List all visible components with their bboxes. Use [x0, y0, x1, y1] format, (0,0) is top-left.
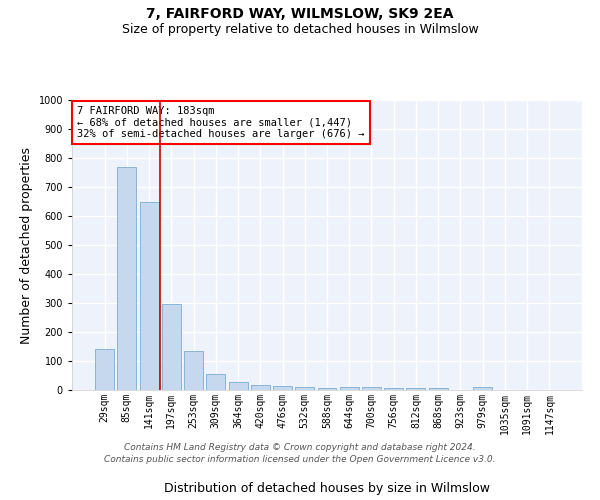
Bar: [384, 388, 403, 390]
Text: Distribution of detached houses by size in Wilmslow: Distribution of detached houses by size …: [164, 482, 490, 495]
Bar: [473, 387, 492, 390]
Bar: [140, 202, 158, 390]
Bar: [229, 382, 248, 390]
Y-axis label: Number of detached properties: Number of detached properties: [20, 146, 33, 344]
Bar: [406, 388, 425, 390]
Text: 7 FAIRFORD WAY: 183sqm
← 68% of detached houses are smaller (1,447)
32% of semi-: 7 FAIRFORD WAY: 183sqm ← 68% of detached…: [77, 106, 365, 139]
Bar: [118, 166, 136, 390]
Bar: [251, 385, 270, 390]
Text: Size of property relative to detached houses in Wilmslow: Size of property relative to detached ho…: [122, 22, 478, 36]
Bar: [184, 351, 203, 390]
Bar: [362, 387, 381, 390]
Text: Contains HM Land Registry data © Crown copyright and database right 2024.
Contai: Contains HM Land Registry data © Crown c…: [104, 442, 496, 464]
Text: 7, FAIRFORD WAY, WILMSLOW, SK9 2EA: 7, FAIRFORD WAY, WILMSLOW, SK9 2EA: [146, 8, 454, 22]
Bar: [317, 388, 337, 390]
Bar: [273, 386, 292, 390]
Bar: [95, 350, 114, 390]
Bar: [340, 387, 359, 390]
Bar: [206, 374, 225, 390]
Bar: [429, 388, 448, 390]
Bar: [162, 304, 181, 390]
Bar: [295, 387, 314, 390]
